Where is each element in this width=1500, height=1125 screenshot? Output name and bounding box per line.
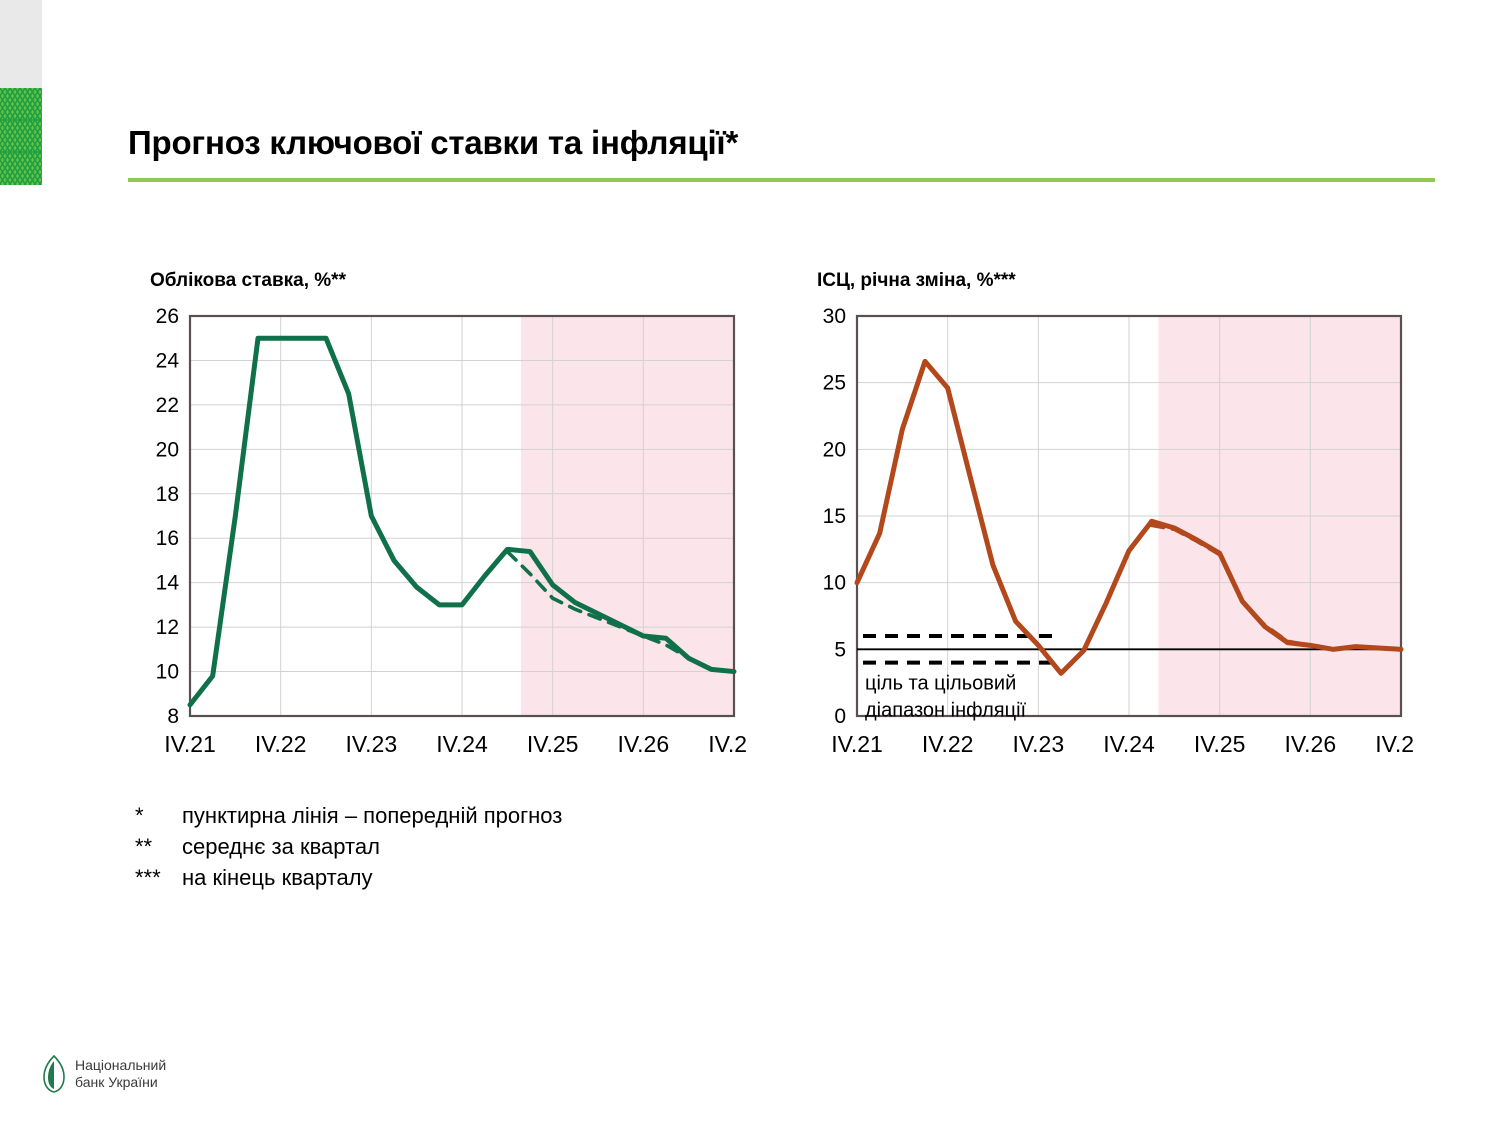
y-axis-tick-label: 24 bbox=[156, 349, 180, 372]
x-axis-tick-label: IV.21 bbox=[164, 731, 216, 757]
x-axis-tick-label: IV.26 bbox=[1285, 731, 1337, 757]
y-axis-tick-label: 14 bbox=[156, 572, 180, 595]
series-line-current bbox=[187, 335, 737, 708]
y-axis-tick-label: 20 bbox=[823, 438, 846, 461]
nbu-emblem-icon bbox=[43, 1055, 65, 1093]
y-axis-tick-label: 30 bbox=[823, 308, 846, 328]
footnote-mark: * bbox=[135, 803, 144, 828]
series-line-previous-forecast bbox=[1149, 523, 1403, 652]
page-title: Прогноз ключової ставки та інфляції* bbox=[128, 124, 739, 161]
y-axis-tick-label: 10 bbox=[156, 661, 179, 684]
y-axis-tick-label: 10 bbox=[823, 572, 846, 595]
y-axis-tick-label: 8 bbox=[167, 705, 179, 728]
forecast-shaded-band bbox=[520, 316, 734, 716]
y-axis-tick-label: 18 bbox=[156, 483, 179, 506]
y-axis-tick-label: 0 bbox=[834, 705, 846, 728]
y-axis-tick-label: 20 bbox=[156, 438, 179, 461]
x-axis-tick-label: IV.26 bbox=[618, 731, 670, 757]
target-annotation-label: діапазон інфляції bbox=[865, 700, 1027, 722]
x-axis-tick-label: IV.25 bbox=[527, 731, 579, 757]
footnote-row: *** на кінець кварталу bbox=[135, 862, 562, 893]
footnotes-block: * пунктирна лінія – попередній прогноз *… bbox=[135, 800, 562, 893]
x-axis-tick-label: IV.27 bbox=[1375, 731, 1415, 757]
footnote-mark: ** bbox=[135, 834, 153, 859]
footnote-text: пунктирна лінія – попередній прогноз bbox=[182, 803, 563, 828]
footnote-row: ** середнє за квартал bbox=[135, 831, 562, 862]
chart-title-policy-rate: Облікова ставка, %** bbox=[150, 270, 346, 291]
x-axis-tick-label: IV.23 bbox=[1013, 731, 1065, 757]
footnote-mark: *** bbox=[135, 865, 161, 890]
corner-gray-block bbox=[0, 0, 42, 88]
y-axis-tick-label: 26 bbox=[156, 308, 179, 328]
x-axis-tick-label: IV.24 bbox=[436, 731, 488, 757]
title-underline-rule bbox=[128, 178, 1435, 182]
lattice-pattern-icon bbox=[0, 88, 42, 185]
target-annotation-label: ціль та цільовий bbox=[865, 673, 1016, 695]
x-axis-tick-label: IV.25 bbox=[1194, 731, 1246, 757]
x-axis-tick-label: IV.23 bbox=[346, 731, 398, 757]
nbu-logo: Національний банк України bbox=[42, 1055, 166, 1093]
chart-canvas-policy-rate: 8 10 12 14 16 18 20 22 24 26 IV.21 IV.22 IV.23 IV.24 I… bbox=[128, 308, 748, 778]
y-axis-tick-label: 15 bbox=[823, 505, 846, 528]
y-axis-tick-label: 25 bbox=[823, 372, 846, 395]
x-axis-tick-label: IV.22 bbox=[255, 731, 307, 757]
nbu-logo-line2: банк України bbox=[75, 1074, 158, 1090]
plot-frame bbox=[188, 314, 736, 718]
y-axis-tick-label: 12 bbox=[156, 616, 179, 639]
x-axis-tick-label: IV.21 bbox=[831, 731, 883, 757]
footnote-text: на кінець кварталу bbox=[182, 865, 373, 890]
y-axis-tick-label: 5 bbox=[834, 638, 846, 661]
nbu-logo-line1: Національний bbox=[75, 1057, 167, 1073]
x-axis-tick-label: IV.22 bbox=[922, 731, 974, 757]
footnote-row: * пунктирна лінія – попередній прогноз bbox=[135, 800, 562, 831]
footnote-text: середнє за квартал bbox=[182, 834, 380, 859]
corner-green-pattern bbox=[0, 88, 42, 185]
nbu-logo-text: Національний банк України bbox=[75, 1057, 166, 1091]
chart-title-cpi: ІСЦ, річна зміна, %*** bbox=[817, 270, 1016, 291]
y-axis-tick-label: 22 bbox=[156, 394, 179, 417]
plot-frame bbox=[855, 314, 1403, 718]
series-line-previous-forecast bbox=[505, 549, 736, 674]
x-axis-tick-label: IV.27 bbox=[708, 731, 748, 757]
y-axis-tick-label: 16 bbox=[156, 527, 179, 550]
chart-canvas-cpi: 0 5 10 15 20 25 30 ціль та цільовий діапазон інф… bbox=[795, 308, 1415, 778]
x-axis-tick-label: IV.24 bbox=[1103, 731, 1155, 757]
